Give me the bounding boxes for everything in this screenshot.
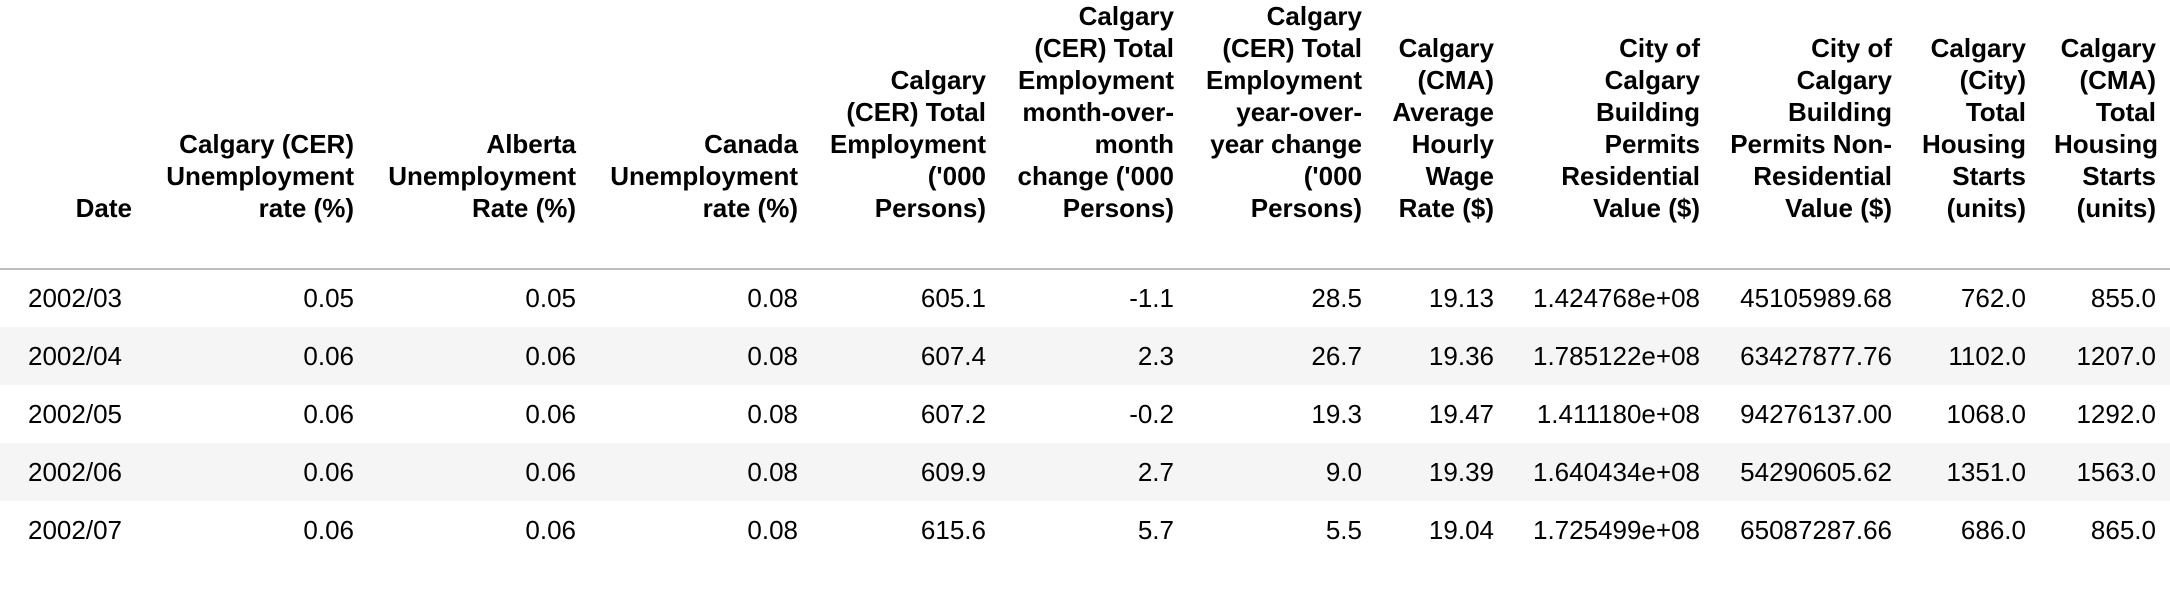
- cell-permits-residential: 1.640434e+08: [1508, 443, 1714, 501]
- cell-employment-mom-change: 2.7: [1000, 443, 1188, 501]
- cell-calgary-unemployment-rate: 0.05: [303, 283, 354, 313]
- cell-cma-housing-starts: 1292.0: [2076, 398, 2156, 429]
- cell-permits-residential: 1.424768e+08: [1532, 283, 1700, 313]
- cell-city-housing-starts: 1068.0: [1946, 398, 2026, 429]
- cell-alberta-unemployment-rate: 0.05: [525, 283, 576, 313]
- table-row: 2002/03 0.05 0.05 0.08 605.1 -1.1 28.5 1…: [0, 269, 2170, 327]
- cell-calgary-total-employment: 607.2: [920, 398, 986, 429]
- cell-alberta-unemployment-rate: 0.06: [368, 327, 590, 385]
- column-header-employment-mom-change: Calgary (CER) Total Employment month-ove…: [1000, 0, 1188, 270]
- cell-calgary-unemployment-rate: 0.06: [303, 398, 354, 429]
- cell-calgary-total-employment: 615.6: [920, 514, 986, 545]
- cell-permits-residential: 1.785122e+08: [1508, 327, 1714, 385]
- cell-cma-housing-starts: 1207.0: [2040, 327, 2170, 385]
- cell-permits-non-residential: 54290605.62: [1714, 443, 1906, 501]
- column-header-calgary-unemployment-rate: Calgary (CER) Unemployment rate (%): [146, 0, 368, 270]
- cell-calgary-unemployment-rate: 0.06: [146, 443, 368, 501]
- column-header-calgary-total-employment: Calgary (CER) Total Employment ('000 Per…: [812, 0, 1000, 270]
- cell-permits-non-residential: 94276137.00: [1740, 398, 1892, 429]
- cell-employment-yoy-change: 5.5: [1325, 514, 1362, 545]
- data-table: Date Calgary (CER) Unemployment rate (%)…: [0, 0, 2170, 559]
- cell-employment-yoy-change: 28.5: [1311, 283, 1362, 313]
- cell-city-housing-starts: 1351.0: [1906, 443, 2040, 501]
- cell-canada-unemployment-rate: 0.08: [747, 514, 798, 545]
- cell-permits-non-residential: 45105989.68: [1740, 283, 1892, 313]
- cell-average-hourly-wage: 19.47: [1428, 398, 1494, 429]
- table-row: 2002/07 0.06 0.06 0.08 615.6 5.7 5.5 19.…: [0, 501, 2170, 559]
- cell-date: 2002/05: [28, 398, 122, 429]
- cell-average-hourly-wage: 19.13: [1428, 283, 1494, 313]
- cell-calgary-total-employment: 605.1: [920, 283, 986, 313]
- column-header-permits-residential: City of Calgary Building Permits Residen…: [1508, 0, 1714, 270]
- cell-cma-housing-starts: 1563.0: [2040, 443, 2170, 501]
- column-header-employment-yoy-change: Calgary (CER) Total Employment year-over…: [1188, 0, 1376, 270]
- cell-employment-yoy-change: 19.3: [1311, 398, 1362, 429]
- cell-average-hourly-wage: 19.04: [1428, 514, 1494, 545]
- table-row: 2002/05 0.06 0.06 0.08 607.2 -0.2 19.3 1…: [0, 385, 2170, 443]
- cell-canada-unemployment-rate: 0.08: [747, 283, 798, 313]
- table-row: 2002/06 0.06 0.06 0.08 609.9 2.7 9.0 19.…: [0, 443, 2170, 501]
- cell-date: 2002/07: [28, 514, 122, 545]
- cell-alberta-unemployment-rate: 0.06: [525, 398, 576, 429]
- column-header-permits-non-residential: City of Calgary Building Permits Non-Res…: [1714, 0, 1906, 270]
- cell-calgary-total-employment: 609.9: [812, 443, 1000, 501]
- cell-city-housing-starts: 1102.0: [1906, 327, 2040, 385]
- header-row: Date Calgary (CER) Unemployment rate (%)…: [0, 0, 2170, 270]
- column-header-date: Date: [0, 0, 146, 270]
- cell-employment-yoy-change: 26.7: [1188, 327, 1376, 385]
- cell-employment-mom-change: -1.1: [1129, 283, 1174, 313]
- cell-canada-unemployment-rate: 0.08: [747, 398, 798, 429]
- cell-employment-yoy-change: 9.0: [1188, 443, 1376, 501]
- cell-canada-unemployment-rate: 0.08: [590, 443, 812, 501]
- table-row: 2002/04 0.06 0.06 0.08 607.4 2.3 26.7 19…: [0, 327, 2170, 385]
- cell-date: 2002/03: [28, 283, 122, 313]
- cell-city-housing-starts: 686.0: [1960, 514, 2026, 545]
- cell-permits-residential: 1.411180e+08: [1536, 398, 1700, 429]
- cell-average-hourly-wage: 19.39: [1376, 443, 1508, 501]
- cell-alberta-unemployment-rate: 0.06: [525, 514, 576, 545]
- cell-cma-housing-starts: 855.0: [2090, 283, 2156, 313]
- cell-cma-housing-starts: 865.0: [2090, 514, 2156, 545]
- table-body: 2002/03 0.05 0.05 0.08 605.1 -1.1 28.5 1…: [0, 269, 2170, 559]
- cell-permits-residential: 1.725499e+08: [1532, 514, 1700, 545]
- column-header-cma-housing-starts: Calgary (CMA) Total Housing Starts (unit…: [2040, 0, 2170, 270]
- cell-employment-mom-change: -0.2: [1129, 398, 1174, 429]
- cell-date: 2002/06: [0, 443, 146, 501]
- column-header-canada-unemployment-rate: Canada Unemployment rate (%): [590, 0, 812, 270]
- cell-permits-non-residential: 65087287.66: [1740, 514, 1892, 545]
- table-header: Date Calgary (CER) Unemployment rate (%)…: [0, 0, 2170, 270]
- cell-date: 2002/04: [0, 327, 146, 385]
- column-header-city-housing-starts: Calgary (City) Total Housing Starts (uni…: [1906, 0, 2040, 270]
- cell-calgary-total-employment: 607.4: [812, 327, 1000, 385]
- cell-average-hourly-wage: 19.36: [1376, 327, 1508, 385]
- cell-employment-mom-change: 5.7: [1137, 514, 1174, 545]
- cell-canada-unemployment-rate: 0.08: [590, 327, 812, 385]
- cell-employment-mom-change: 2.3: [1000, 327, 1188, 385]
- cell-calgary-unemployment-rate: 0.06: [146, 327, 368, 385]
- column-header-average-hourly-wage: Calgary (CMA) Average Hourly Wage Rate (…: [1376, 0, 1508, 270]
- column-header-alberta-unemployment-rate: Alberta Unemployment Rate (%): [368, 0, 590, 270]
- cell-calgary-unemployment-rate: 0.06: [303, 514, 354, 545]
- cell-permits-non-residential: 63427877.76: [1714, 327, 1906, 385]
- cell-city-housing-starts: 762.0: [1960, 283, 2026, 313]
- cell-alberta-unemployment-rate: 0.06: [368, 443, 590, 501]
